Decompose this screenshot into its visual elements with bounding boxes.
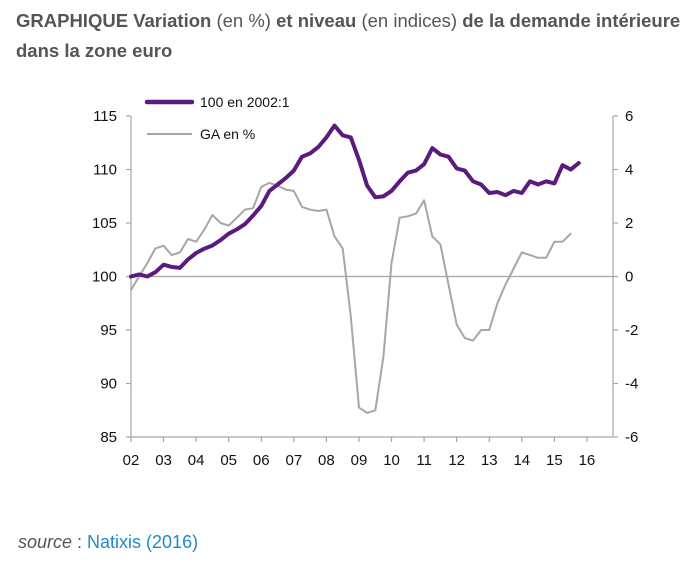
x-tick-label: 08	[318, 452, 335, 469]
x-tick-label: 02	[123, 452, 140, 469]
x-tick-label: 12	[448, 452, 465, 469]
source-link[interactable]: Natixis (2016)	[87, 532, 199, 552]
title-part: de la demande intérieure dans la zone eu…	[16, 10, 681, 61]
right-tick-label: -2	[625, 322, 638, 339]
left-tick-label: 90	[100, 376, 117, 393]
x-tick-label: 07	[285, 452, 302, 469]
source-note: source : Natixis (2016)	[18, 532, 198, 553]
title-part: Variation	[133, 10, 212, 31]
left-tick-label: 105	[92, 215, 117, 232]
right-tick-label: 0	[625, 269, 633, 286]
legend-label-level: 100 en 2002:1	[200, 94, 290, 110]
title-part: (en %)	[211, 10, 277, 31]
left-tick-label: 85	[100, 429, 117, 446]
right-tick-label: 4	[625, 162, 633, 179]
source-separator: :	[72, 532, 88, 552]
series-line-growth	[130, 181, 572, 414]
x-tick-label: 03	[155, 452, 172, 469]
left-tick-label: 100	[92, 269, 117, 286]
x-tick-label: 15	[546, 452, 563, 469]
chart-title: GRAPHIQUE Variation (en %) et niveau (en…	[16, 6, 696, 66]
series-line-level	[129, 123, 581, 279]
title-part: et niveau	[276, 10, 357, 31]
x-tick-label: 14	[513, 452, 530, 469]
right-tick-label: -6	[625, 429, 638, 446]
right-tick-label: -4	[625, 376, 638, 393]
left-tick-label: 95	[100, 322, 117, 339]
legend-label-growth: GA en %	[200, 126, 255, 142]
title-part: GRAPHIQUE	[16, 10, 134, 31]
x-tick-label: 09	[351, 452, 368, 469]
source-label: source	[18, 532, 73, 552]
x-tick-label: 05	[220, 452, 237, 469]
series-lines	[129, 123, 581, 414]
title-part: (en indices)	[356, 10, 463, 31]
x-tick-label: 06	[253, 452, 270, 469]
left-tick-label: 110	[93, 162, 117, 179]
x-tick-label: 10	[383, 452, 400, 469]
right-tick-label: 6	[625, 108, 633, 125]
legend: 100 en 2002:1 GA en %	[144, 94, 290, 142]
x-tick-label: 13	[481, 452, 498, 469]
right-tick-label: 2	[625, 215, 633, 232]
x-tick-label: 16	[579, 452, 596, 469]
x-tick-label: 11	[416, 452, 432, 469]
left-tick-label: 115	[93, 108, 117, 125]
x-tick-label: 04	[188, 452, 205, 469]
